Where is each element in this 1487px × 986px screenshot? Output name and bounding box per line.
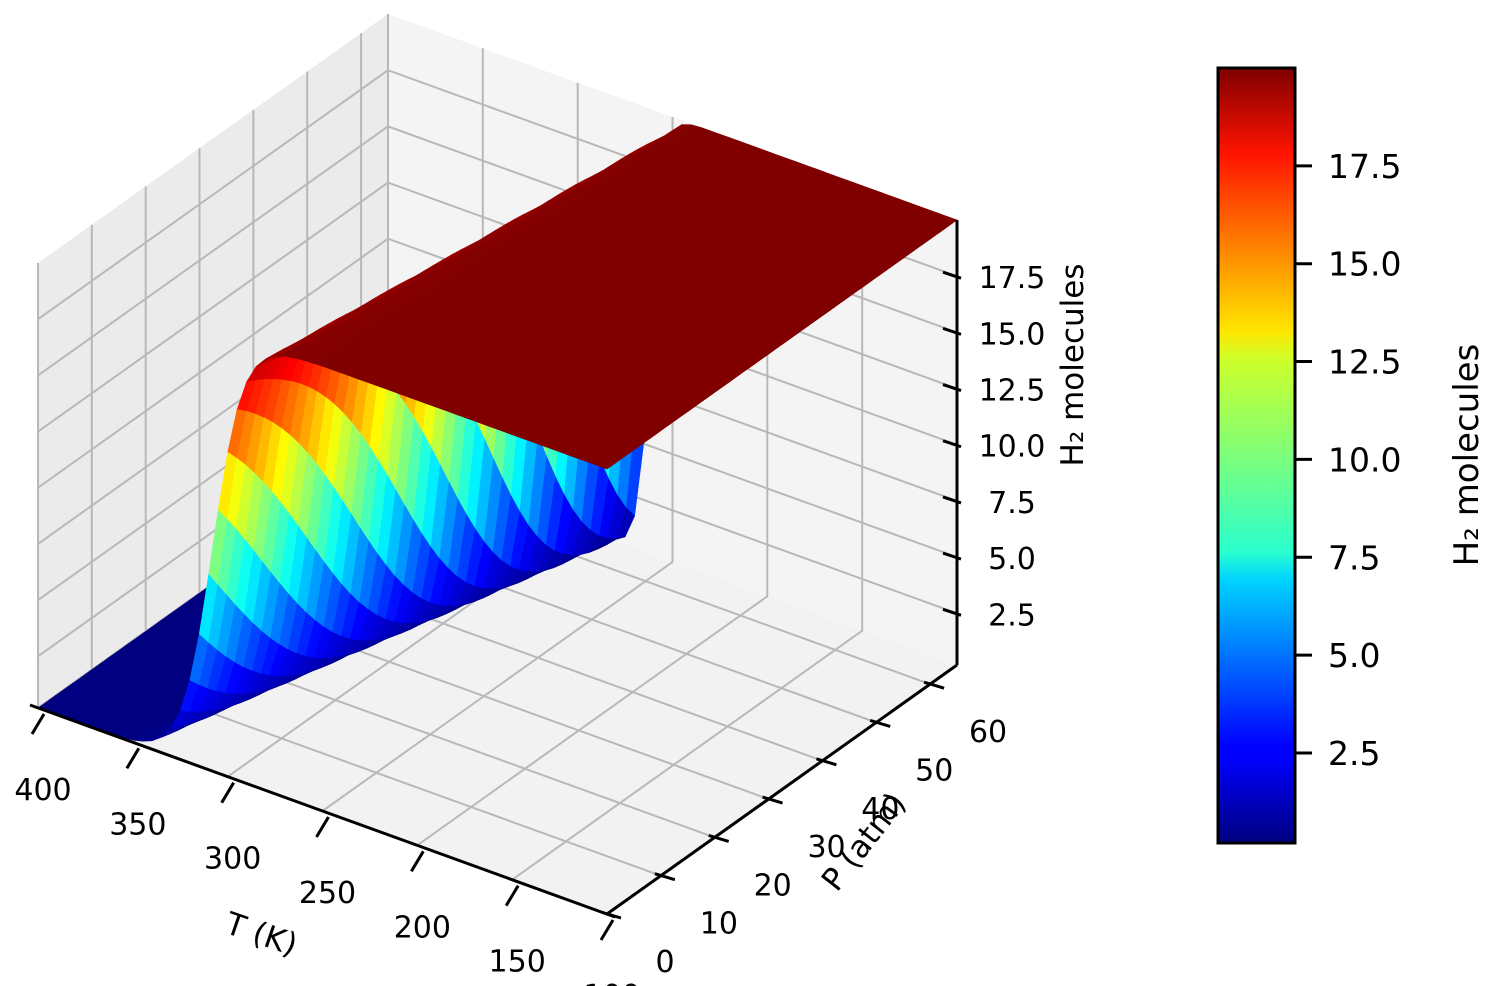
t-axis-tick <box>504 884 520 907</box>
t-axis-tick <box>410 850 425 873</box>
colorbar-tick-label: 2.5 <box>1328 734 1380 773</box>
t-axis-tick-label: 200 <box>394 910 451 945</box>
surface-mesh <box>37 124 958 742</box>
z-axis-tick-label: 17.5 <box>979 261 1046 296</box>
z-axis-tick-label: 15.0 <box>979 317 1046 352</box>
z-axis-tick <box>942 607 962 617</box>
p-axis-tick-label: 30 <box>807 830 845 865</box>
t-axis-tick <box>315 816 330 838</box>
colorbar-tick-label: 15.0 <box>1328 245 1401 284</box>
z-axis-tick <box>942 551 962 561</box>
p-axis-tick-label: 40 <box>861 792 899 827</box>
z-axis-tick <box>942 439 962 449</box>
t-axis-tick-label: 250 <box>299 876 356 911</box>
p-axis-tick <box>815 757 837 767</box>
p-axis-tick <box>708 833 730 843</box>
t-axis-tick <box>125 747 141 770</box>
colorbar-tick-label: 5.0 <box>1328 636 1380 675</box>
z-axis-tick <box>942 326 962 336</box>
t-axis: 400 350 300 250 200 150 100 <box>14 703 641 986</box>
t-axis-label: T (K) <box>220 905 302 963</box>
p-axis-tick-label: 50 <box>915 753 953 788</box>
p-axis-tick <box>654 872 676 882</box>
z-axis-tick <box>942 495 962 505</box>
colorbar-label: H₂ molecules <box>1447 344 1487 567</box>
z-axis-label: H₂ molecules <box>1055 264 1091 467</box>
t-axis-tick-label: 300 <box>204 842 261 877</box>
colorbar-tick-label: 12.5 <box>1328 343 1401 382</box>
colorbar-ticks: 2.5 5.0 7.5 10.0 12.5 15.0 17.5 <box>1295 147 1401 773</box>
z-axis-tick-label: 7.5 <box>988 486 1036 521</box>
p-axis-tick-label: 0 <box>655 945 674 980</box>
z-axis-tick-label: 12.5 <box>979 374 1046 409</box>
colorbar-tick-label: 10.0 <box>1328 440 1401 479</box>
p-axis-tick <box>869 719 891 728</box>
t-axis-tick <box>599 919 615 941</box>
t-axis-line <box>29 703 616 919</box>
p-axis-tick <box>762 795 783 805</box>
z-axis-tick-label: 2.5 <box>988 598 1036 633</box>
colorbar: 2.5 5.0 7.5 10.0 12.5 15.0 17.5 H₂ molecules <box>1216 66 1487 845</box>
t-axis-tick-label: 400 <box>14 773 71 808</box>
z-axis-tick <box>942 270 962 280</box>
p-axis-tick-label: 10 <box>700 907 738 942</box>
t-axis-tick-label: 150 <box>489 945 546 980</box>
colorbar-gradient <box>1218 68 1295 843</box>
p-axis-line <box>606 663 958 916</box>
colorbar-frame <box>1216 66 1297 845</box>
z-axis-tick-label: 10.0 <box>979 430 1046 465</box>
colorbar-tick-label: 7.5 <box>1328 538 1380 577</box>
z-axis: 2.5 5.0 7.5 10.0 12.5 15.0 17.5 <box>942 220 1046 665</box>
z-axis-tick <box>942 383 962 392</box>
z-axis-tick-label: 5.0 <box>988 542 1036 577</box>
p-axis: 0 10 20 30 40 50 60 <box>600 663 1007 980</box>
t-axis-tick-label: 350 <box>109 807 166 842</box>
p-axis-tick <box>923 680 945 690</box>
p-axis-tick-label: 60 <box>969 715 1007 750</box>
p-axis-tick <box>600 910 622 920</box>
t-axis-tick <box>220 781 235 804</box>
t-axis-tick-label: 100 <box>583 979 640 986</box>
t-axis-tick <box>30 713 46 735</box>
p-axis-tick-label: 20 <box>754 868 792 903</box>
colorbar-tick-label: 17.5 <box>1328 147 1401 186</box>
